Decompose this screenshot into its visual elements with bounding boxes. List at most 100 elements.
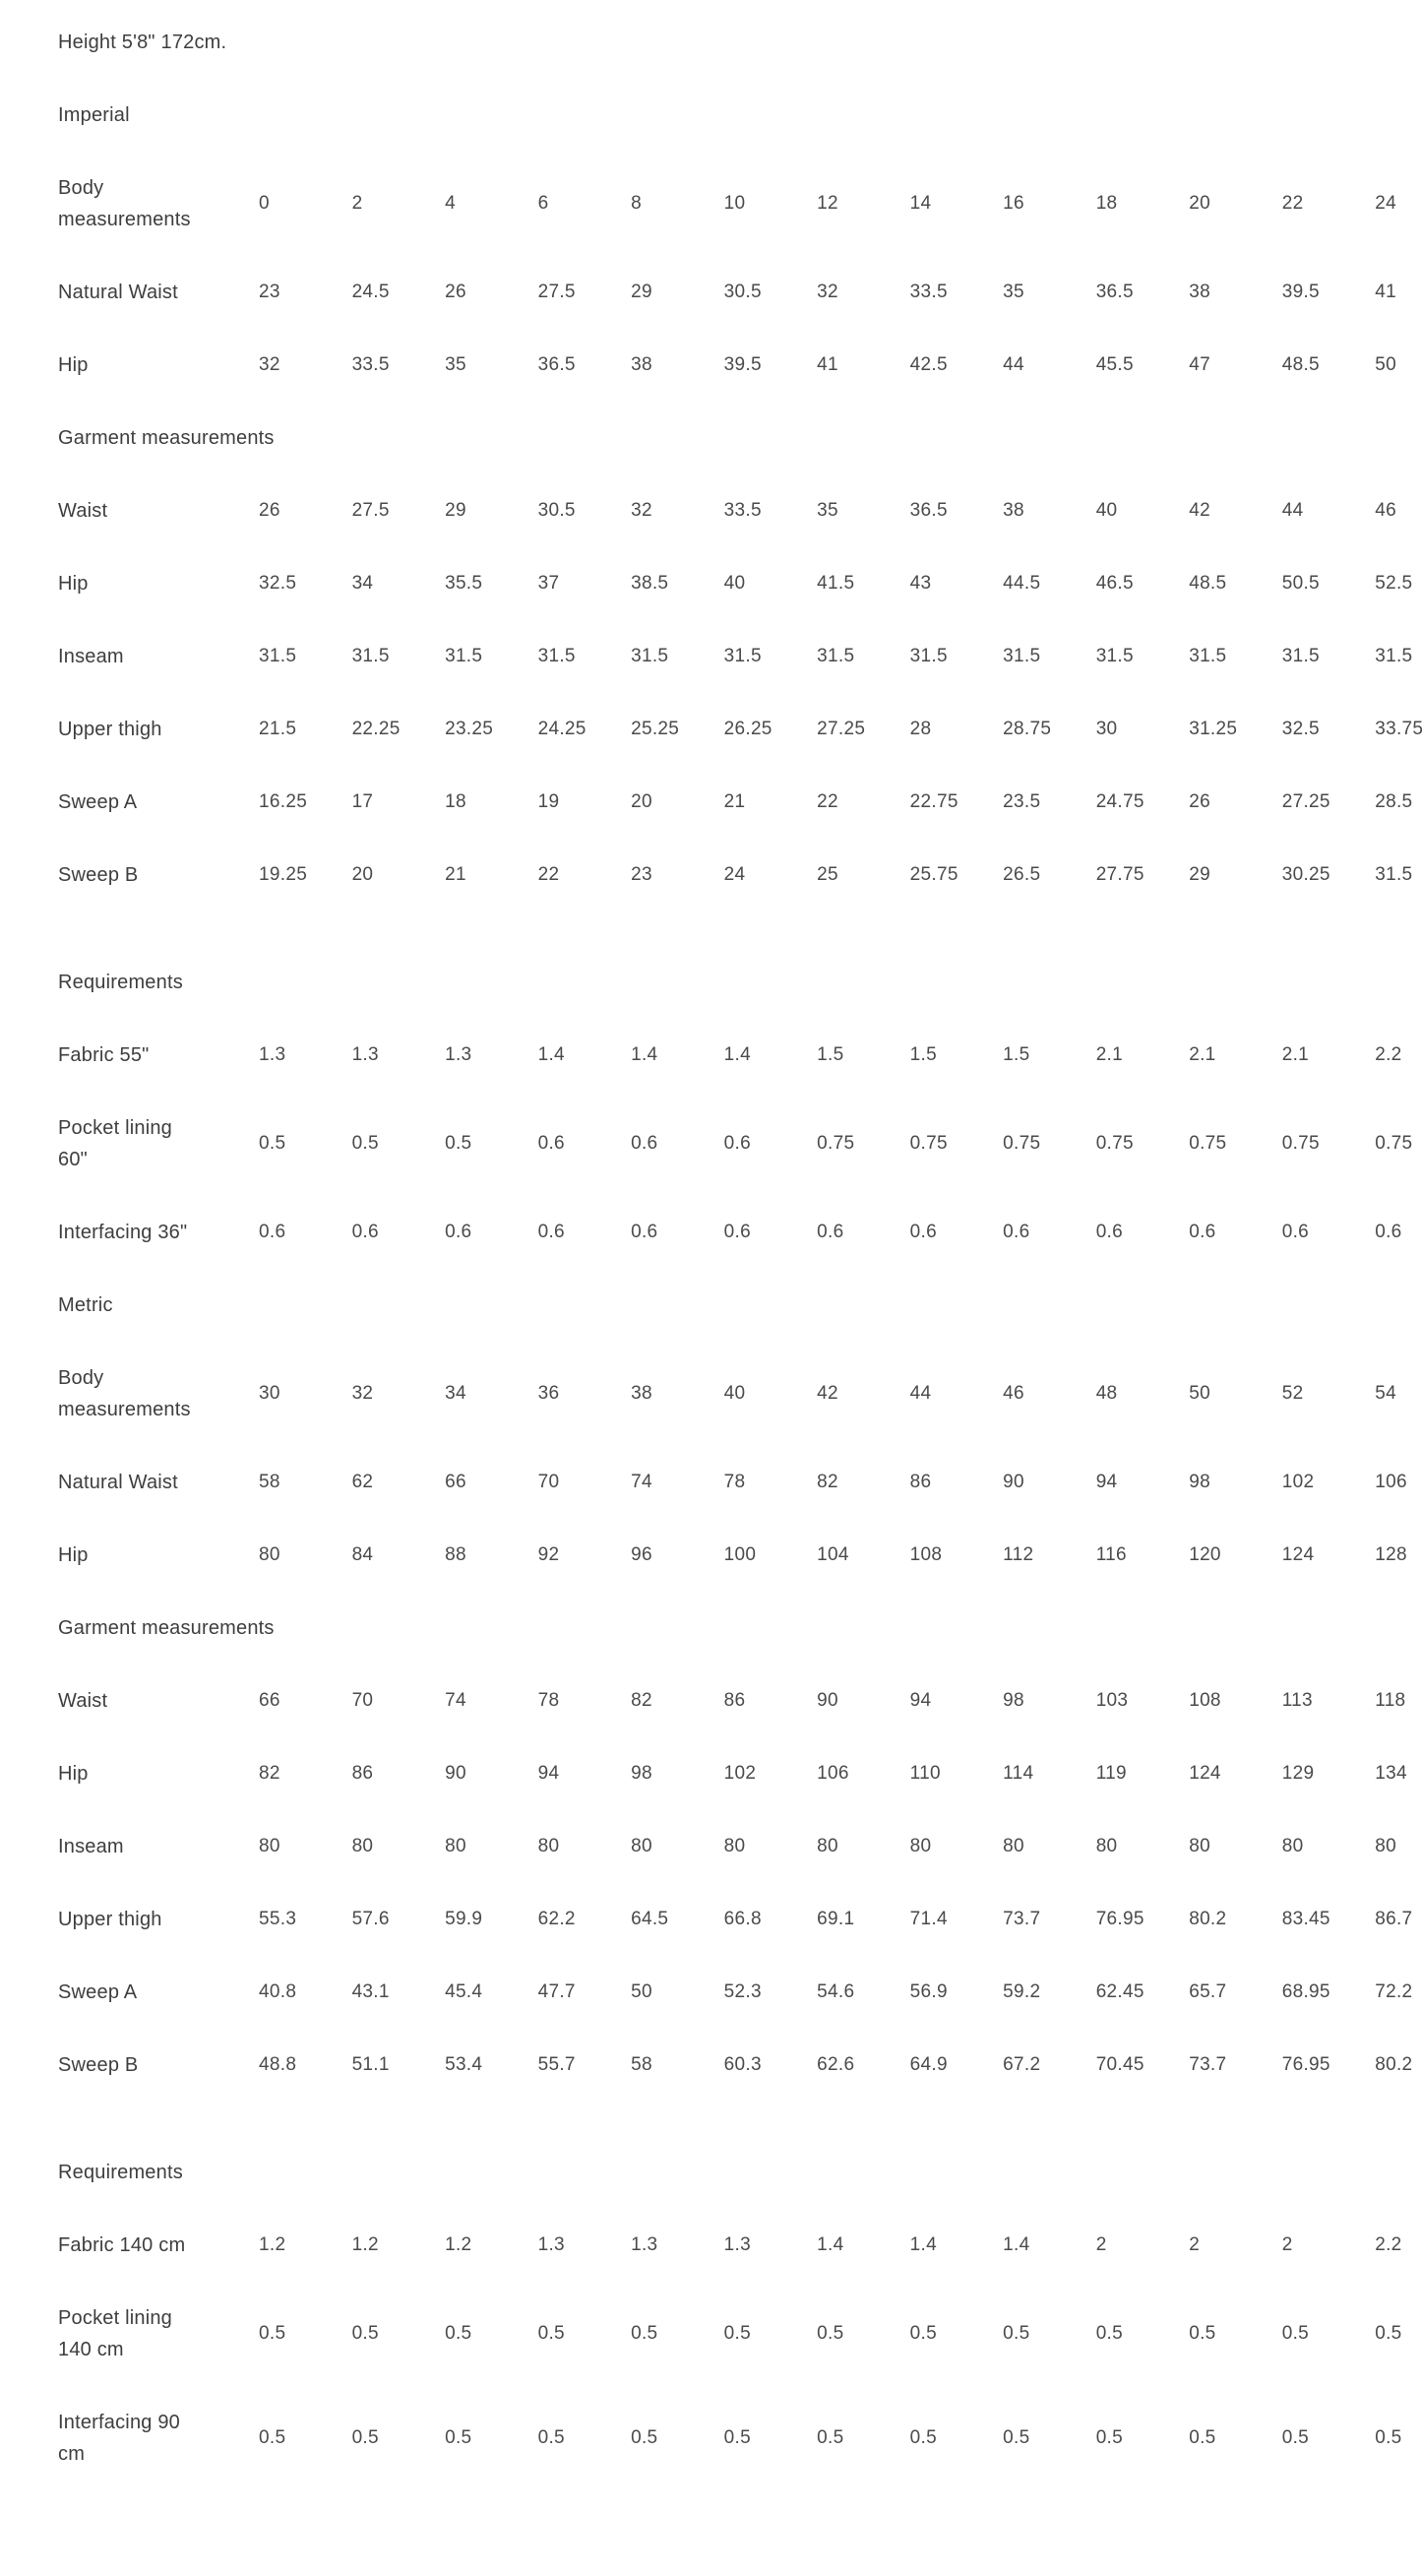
table-row: Hip 32 33.5 35 36.5 38 39.5 41 42.5 44 45.5 47 48.5 5… bbox=[58, 329, 1422, 402]
table-row: Inseam 31.5 31.5 31.5 31.5 31.5 31.5 31.5 31.5 31… bbox=[58, 620, 1422, 693]
cell-value: 44 bbox=[909, 1383, 932, 1404]
row-label: Hip bbox=[58, 1544, 89, 1566]
size-chart-body: Height 5'8" 172cm. Imperial Body measureme… bbox=[58, 6, 1422, 2490]
cell-value: 46.5 bbox=[1095, 573, 1134, 594]
row-label: Sweep A bbox=[58, 1981, 138, 2003]
cell-value: 28 bbox=[909, 719, 932, 739]
cell-value: 40 bbox=[723, 573, 746, 594]
section-label: Garment measurements bbox=[58, 1617, 275, 1639]
cell-value: 35 bbox=[445, 354, 466, 375]
table-row: Interfacing 90 cm 0.5 0.5 0.5 0.5 0.5 0.5 0.5 0.… bbox=[58, 2386, 1422, 2490]
cell-value: 0.5 bbox=[1375, 2427, 1402, 2448]
cell-value: 1.5 bbox=[1003, 1044, 1030, 1065]
cell-value: 1.4 bbox=[909, 2234, 937, 2255]
cell-value: 84 bbox=[351, 1544, 374, 1565]
cell-value: 36.5 bbox=[909, 500, 948, 521]
cell-value: 55.7 bbox=[537, 2054, 576, 2075]
cell-value: 62.6 bbox=[817, 2054, 855, 2075]
cell-value: 106 bbox=[1375, 1472, 1407, 1492]
cell-value: 102 bbox=[723, 1763, 757, 1784]
cell-value: 6 bbox=[537, 193, 549, 214]
cell-value: 38.5 bbox=[631, 573, 669, 594]
cell-value: 1.4 bbox=[1003, 2234, 1030, 2255]
cell-value: 0.5 bbox=[445, 2427, 472, 2448]
cell-value: 108 bbox=[1189, 1690, 1221, 1711]
cell-value: 0.5 bbox=[445, 1133, 472, 1154]
cell-value: 31.5 bbox=[909, 646, 948, 666]
table-row: Sweep B 48.8 51.1 53.4 55.7 58 60.3 62.6 64.9 67.… bbox=[58, 2029, 1422, 2102]
cell-value: 29 bbox=[631, 282, 652, 302]
cell-value: 20 bbox=[631, 791, 652, 812]
cell-value: 0.5 bbox=[817, 2427, 844, 2448]
cell-value: 80 bbox=[909, 1836, 932, 1856]
cell-value: 31.5 bbox=[445, 646, 483, 666]
cell-value: 80 bbox=[1375, 1836, 1396, 1856]
cell-value: 71.4 bbox=[909, 1909, 948, 1929]
spacer-row bbox=[58, 2102, 1422, 2136]
section-row: Garment measurements bbox=[58, 402, 1422, 474]
cell-value: 0.5 bbox=[1281, 2427, 1310, 2448]
cell-value: 0.6 bbox=[445, 1222, 472, 1242]
cell-value: 31.5 bbox=[1003, 646, 1041, 666]
cell-value: 90 bbox=[817, 1690, 838, 1711]
cell-value: 2.1 bbox=[1189, 1044, 1216, 1065]
cell-value: 73.7 bbox=[1189, 2054, 1227, 2075]
cell-value: 0.6 bbox=[351, 1222, 379, 1242]
cell-value: 1.2 bbox=[259, 2234, 286, 2255]
section-row: Requirements bbox=[58, 2136, 1422, 2209]
cell-value: 0.6 bbox=[1095, 1222, 1124, 1242]
cell-value: 80 bbox=[1189, 1836, 1210, 1856]
row-label: Waist bbox=[58, 1690, 108, 1712]
cell-value: 0.6 bbox=[631, 1133, 658, 1154]
cell-value: 59.2 bbox=[1003, 1981, 1041, 2002]
cell-value: 47.7 bbox=[537, 1981, 576, 2002]
section-label: Requirements bbox=[58, 2162, 183, 2183]
cell-value: 0.6 bbox=[631, 1222, 658, 1242]
section-label: Metric bbox=[58, 1294, 113, 1316]
cell-value: 40 bbox=[723, 1383, 746, 1404]
cell-value: 1.5 bbox=[909, 1044, 937, 1065]
row-label: Fabric 140 cm bbox=[58, 2234, 186, 2256]
cell-value: 74 bbox=[631, 1472, 652, 1492]
cell-value: 73.7 bbox=[1003, 1909, 1041, 1929]
cell-value: 62 bbox=[351, 1472, 374, 1492]
cell-value: 0.5 bbox=[631, 2427, 658, 2448]
cell-value: 27.5 bbox=[537, 282, 576, 302]
cell-value: 19 bbox=[537, 791, 560, 812]
cell-value: 78 bbox=[537, 1690, 560, 1711]
cell-value: 86 bbox=[909, 1472, 932, 1492]
cell-value: 34 bbox=[445, 1383, 466, 1404]
cell-value: 30.5 bbox=[723, 282, 762, 302]
cell-value: 28.5 bbox=[1375, 791, 1413, 812]
cell-value: 48.5 bbox=[1189, 573, 1227, 594]
spacer-row bbox=[58, 911, 1422, 946]
cell-value: 33.5 bbox=[909, 282, 948, 302]
cell-value: 37 bbox=[537, 573, 560, 594]
cell-value: 62.45 bbox=[1095, 1981, 1144, 2002]
cell-value: 0.75 bbox=[909, 1133, 948, 1154]
cell-value: 108 bbox=[909, 1544, 943, 1565]
cell-value: 42 bbox=[817, 1383, 838, 1404]
cell-value: 27.25 bbox=[1281, 791, 1330, 812]
cell-value: 4 bbox=[445, 193, 456, 214]
row-label: Body measurements bbox=[58, 177, 191, 230]
cell-value: 18 bbox=[1095, 193, 1118, 214]
cell-value: 78 bbox=[723, 1472, 746, 1492]
cell-value: 2.1 bbox=[1095, 1044, 1124, 1065]
cell-value: 0.6 bbox=[537, 1222, 565, 1242]
cell-value: 1.2 bbox=[351, 2234, 379, 2255]
cell-value: 0.5 bbox=[445, 2323, 472, 2344]
cell-value: 32 bbox=[817, 282, 838, 302]
table-row: Sweep B 19.25 20 21 22 23 24 25 25.75 26.5 27.75 29… bbox=[58, 839, 1422, 911]
cell-value: 22 bbox=[817, 791, 838, 812]
cell-value: 31.5 bbox=[631, 646, 669, 666]
cell-value: 0.5 bbox=[259, 2427, 286, 2448]
cell-value: 36.5 bbox=[537, 354, 576, 375]
cell-value: 30 bbox=[1095, 719, 1118, 739]
cell-value: 31.5 bbox=[1375, 646, 1413, 666]
table-row: Body measurements 0 2 4 6 8 10 12 14 16 18 20 22 24 bbox=[58, 152, 1422, 256]
cell-value: 24.25 bbox=[537, 719, 587, 739]
cell-value: 67.2 bbox=[1003, 2054, 1041, 2075]
table-row: Pocket lining 60" 0.5 0.5 0.5 0.6 0.6 0.6 0.75 0… bbox=[58, 1092, 1422, 1196]
